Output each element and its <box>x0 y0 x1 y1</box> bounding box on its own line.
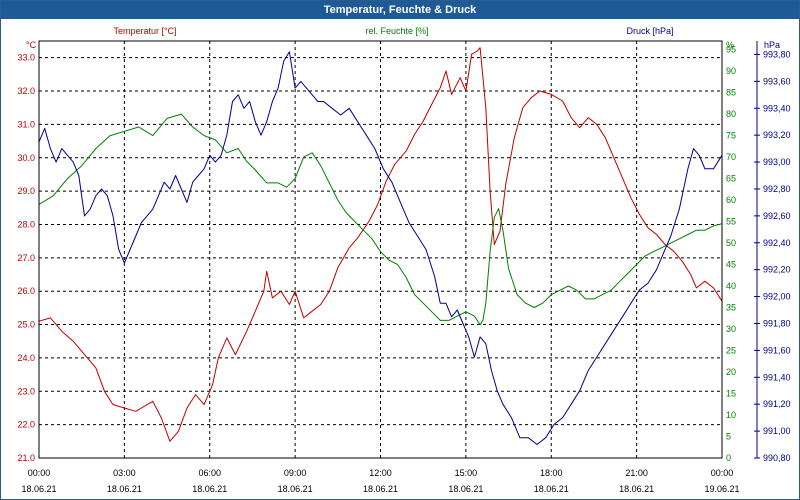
y-tick-temperature: 30.0 <box>17 153 35 163</box>
y-tick-pressure: 992,60 <box>763 211 791 221</box>
y-tick-pressure: 993,60 <box>763 76 791 86</box>
plot-border <box>38 40 723 459</box>
series-line-humidity <box>38 113 723 326</box>
x-tick-date: 18.06.21 <box>534 484 569 494</box>
y-tick-humidity: 65 <box>726 174 736 184</box>
y-tick-humidity: 30 <box>726 324 736 334</box>
y-tick-temperature: 23.0 <box>17 386 35 396</box>
x-tick-time: 03:00 <box>113 468 136 478</box>
y-tick-pressure: 993,40 <box>763 103 791 113</box>
y-tick-temperature: 31.0 <box>17 119 35 129</box>
x-tick-date: 18.06.21 <box>107 484 142 494</box>
y-tick-pressure: 991,00 <box>763 426 791 436</box>
legend-pressure: Druck [hPa] <box>626 26 673 36</box>
y-tick-temperature: 26.0 <box>17 286 35 296</box>
y-tick-humidity: 90 <box>726 66 736 76</box>
y-tick-temperature: 33.0 <box>17 53 35 63</box>
axis-unit-humidity: % <box>726 40 734 50</box>
x-tick-date: 19.06.21 <box>704 484 739 494</box>
y-tick-humidity: 95 <box>726 45 736 55</box>
y-tick-humidity: 45 <box>726 260 736 270</box>
y-tick-temperature: 29.0 <box>17 186 35 196</box>
axes-layer: 00:00 18.06.21 03:00 18.06.21 06:00 18.06.21 0… <box>17 41 791 494</box>
x-tick-date: 18.06.21 <box>448 484 483 494</box>
y-tick-humidity: 20 <box>726 367 736 377</box>
x-tick-time: 21:00 <box>625 468 648 478</box>
y-tick-humidity: 80 <box>726 109 736 119</box>
x-tick-date: 18.06.21 <box>192 484 227 494</box>
x-tick-date: 18.06.21 <box>619 484 654 494</box>
y-tick-humidity: 75 <box>726 131 736 141</box>
legend-temperature: Temperatur [°C] <box>113 26 176 36</box>
y-tick-temperature: 22.0 <box>17 420 35 430</box>
y-tick-temperature: 28.0 <box>17 219 35 229</box>
y-tick-humidity: 40 <box>726 281 736 291</box>
x-tick-time: 18:00 <box>540 468 563 478</box>
y-tick-humidity: 5 <box>726 432 731 442</box>
x-tick-date: 18.06.21 <box>363 484 398 494</box>
y-tick-humidity: 10 <box>726 410 736 420</box>
x-tick-date: 18.06.21 <box>21 484 56 494</box>
y-tick-pressure: 992,20 <box>763 265 791 275</box>
series-line-pressure <box>38 51 723 445</box>
y-tick-pressure: 991,20 <box>763 399 791 409</box>
y-tick-pressure: 992,40 <box>763 238 791 248</box>
y-tick-pressure: 990,80 <box>763 453 791 463</box>
y-tick-humidity: 0 <box>726 453 731 463</box>
axis-unit-pressure: hPa <box>764 40 780 50</box>
y-tick-humidity: 85 <box>726 88 736 98</box>
x-tick-time: 00:00 <box>28 468 51 478</box>
x-tick-time: 15:00 <box>455 468 478 478</box>
y-tick-pressure: 991,80 <box>763 318 791 328</box>
chart-title: Temperatur, Feuchte & Druck <box>1 1 799 19</box>
x-tick-time: 00:00 <box>711 468 734 478</box>
grid-layer <box>39 41 722 458</box>
y-tick-temperature: 24.0 <box>17 353 35 363</box>
y-tick-temperature: 21.0 <box>17 453 35 463</box>
y-tick-pressure: 993,20 <box>763 130 791 140</box>
y-tick-humidity: 35 <box>726 303 736 313</box>
y-tick-pressure: 992,00 <box>763 292 791 302</box>
y-tick-humidity: 55 <box>726 217 736 227</box>
y-tick-humidity: 25 <box>726 346 736 356</box>
axis-unit-temperature: °C <box>26 40 37 50</box>
series-layer <box>38 47 723 445</box>
y-tick-temperature: 27.0 <box>17 253 35 263</box>
legend-humidity: rel. Feuchte [%] <box>365 26 428 36</box>
x-tick-date: 18.06.21 <box>278 484 313 494</box>
y-tick-temperature: 32.0 <box>17 86 35 96</box>
y-tick-humidity: 70 <box>726 152 736 162</box>
y-tick-pressure: 992,80 <box>763 184 791 194</box>
y-tick-pressure: 991,40 <box>763 372 791 382</box>
y-tick-temperature: 25.0 <box>17 320 35 330</box>
y-tick-pressure: 991,60 <box>763 345 791 355</box>
x-tick-time: 06:00 <box>198 468 221 478</box>
y-tick-pressure: 993,00 <box>763 157 791 167</box>
y-tick-humidity: 15 <box>726 389 736 399</box>
x-tick-time: 09:00 <box>284 468 307 478</box>
y-tick-humidity: 50 <box>726 238 736 248</box>
y-tick-pressure: 993,80 <box>763 49 791 59</box>
series-line-temperature <box>38 47 723 442</box>
y-tick-humidity: 60 <box>726 195 736 205</box>
x-tick-time: 12:00 <box>369 468 392 478</box>
